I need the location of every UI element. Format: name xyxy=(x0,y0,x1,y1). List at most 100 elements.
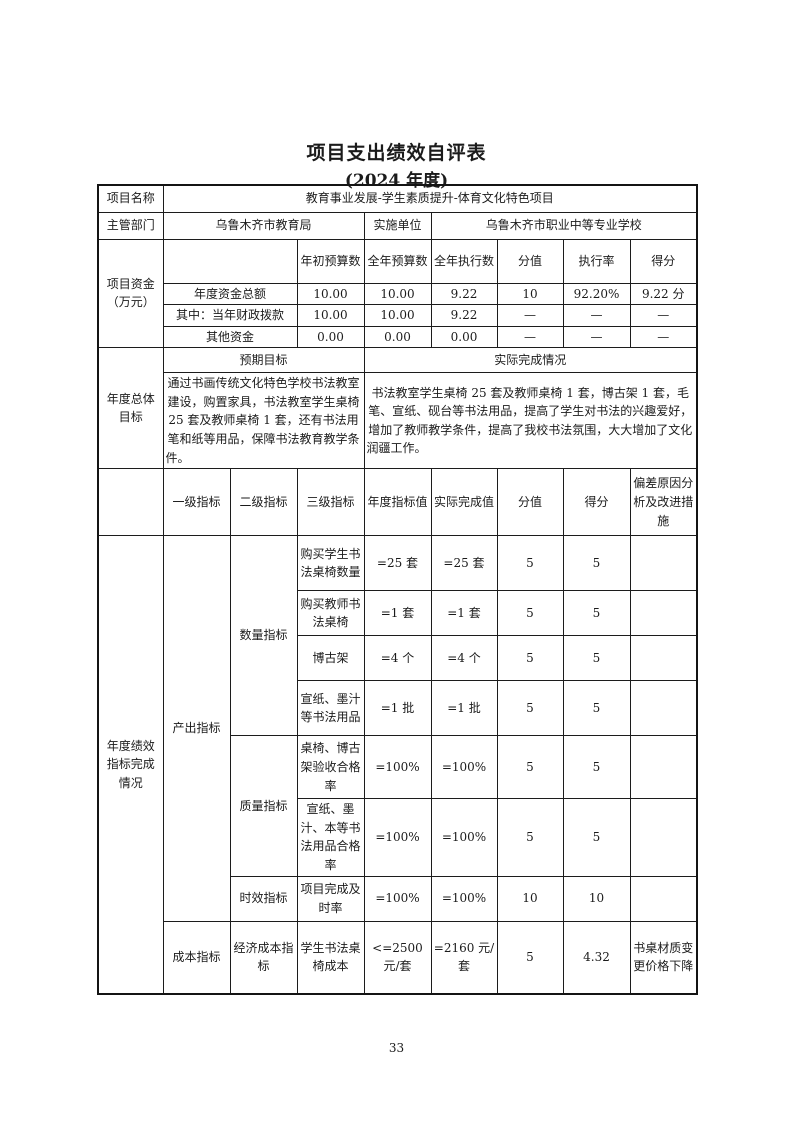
funding-value: 9.22 分 xyxy=(629,282,698,306)
indicator-col-level3: 三级指标 xyxy=(296,468,365,537)
target-value-cell: =100% xyxy=(363,875,432,922)
impl-unit-value: 乌鲁木齐市职业中等专业学校 xyxy=(430,211,698,240)
target-value-cell: =1 批 xyxy=(363,680,432,737)
deviation-cell xyxy=(629,875,698,922)
funding-value: — xyxy=(496,325,564,349)
indicator-col-actual: 实际完成值 xyxy=(430,468,498,537)
indicator-name-cell: 项目完成及时率 xyxy=(296,875,365,922)
funding-value: 9.22 xyxy=(430,304,498,327)
funding-blank-cell xyxy=(162,238,298,284)
indicator-header-row: 一级指标 二级指标 三级指标 年度指标值 实际完成值 分值 得分 偏差原因分析及… xyxy=(97,468,698,537)
goal-actual-text: 书法教室学生桌椅 25 套及教师桌椅 1 套，博古架 1 套，毛笔、宣纸、砚台等… xyxy=(363,372,698,470)
funding-value: — xyxy=(562,325,631,349)
level1-cost-cell: 成本指标 xyxy=(162,920,231,995)
level2-economic-cost-cell: 经济成本指标 xyxy=(229,920,298,995)
points-cell: 5 xyxy=(496,535,564,592)
actual-value-cell: =4 个 xyxy=(430,635,498,682)
points-cell: 5 xyxy=(496,735,564,800)
score-cell: 5 xyxy=(562,798,631,877)
score-cell: 4.32 xyxy=(562,920,631,995)
indicator-name-cell: 宣纸、墨汁、本等书法用品合格率 xyxy=(296,798,365,877)
indicator-row: 博古架 =4 个 =4 个 5 5 xyxy=(98,635,698,682)
goal-content-row: 通过书画传统文化特色学校书法教室建设，购置家具，书法教室学生桌椅 25 套及教师… xyxy=(98,372,698,470)
funding-value: 10.00 xyxy=(363,282,432,306)
points-cell: 5 xyxy=(496,680,564,737)
actual-value-cell: =2160 元/套 xyxy=(430,920,498,995)
target-value-cell: =25 套 xyxy=(363,535,432,592)
indicator-section-label: 年度绩效指标完成情况 xyxy=(97,535,164,995)
goal-expected-text: 通过书画传统文化特色学校书法教室建设，购置家具，书法教室学生桌椅 25 套及教师… xyxy=(162,372,365,470)
target-value-cell: =4 个 xyxy=(363,635,432,682)
points-cell: 5 xyxy=(496,798,564,877)
indicator-row: 年度绩效指标完成情况 产出指标 数量指标 购买学生书法桌椅数量 =25 套 =2… xyxy=(97,535,698,995)
score-cell: 10 xyxy=(562,875,631,922)
actual-value-cell: =1 批 xyxy=(430,680,498,737)
goal-actual-header: 实际完成情况 xyxy=(363,347,698,374)
goal-section-label: 年度总体目标 xyxy=(97,347,164,470)
score-cell: 5 xyxy=(562,735,631,800)
funding-value: 10.00 xyxy=(363,304,432,327)
score-cell: 5 xyxy=(562,635,631,682)
goal-header-row: 年度总体目标 预期目标 实际完成情况 xyxy=(97,347,698,470)
indicator-row: 成本指标 经济成本指标 学生书法桌椅成本 <=2500 元/套 =2160 元/… xyxy=(98,920,698,995)
funding-row-label: 其他资金 xyxy=(162,325,298,349)
funding-value: 0.00 xyxy=(430,325,498,349)
funding-row-other: 其他资金 0.00 0.00 0.00 — — — xyxy=(98,325,698,349)
target-value-cell: =100% xyxy=(363,735,432,800)
funding-col-score: 得分 xyxy=(629,238,698,284)
funding-value: 9.22 xyxy=(430,282,498,306)
project-name-row: 项目名称 教育事业发展-学生素质提升-体育文化特色项目 xyxy=(97,184,698,213)
self-evaluation-table: 项目名称 教育事业发展-学生素质提升-体育文化特色项目 主管部门 乌鲁木齐市教育… xyxy=(97,184,698,996)
score-cell: 5 xyxy=(562,535,631,592)
indicator-name-cell: 购买学生书法桌椅数量 xyxy=(296,535,365,592)
funding-value: — xyxy=(562,304,631,327)
deviation-cell xyxy=(629,635,698,682)
points-cell: 5 xyxy=(496,920,564,995)
funding-row-fiscal: 其中：当年财政拨款 10.00 10.00 9.22 — — — xyxy=(98,304,698,327)
indicator-row: 质量指标 桌椅、博古架验收合格率 =100% =100% 5 5 xyxy=(98,735,698,877)
indicator-blank-cell xyxy=(97,468,164,537)
funding-value: 0.00 xyxy=(296,325,365,349)
target-value-cell: <=2500 元/套 xyxy=(363,920,432,995)
score-cell: 5 xyxy=(562,590,631,637)
funding-value: 10 xyxy=(496,282,564,306)
indicator-row: 宣纸、墨汁等书法用品 =1 批 =1 批 5 5 xyxy=(98,680,698,737)
funding-col-annual-budget: 全年预算数 xyxy=(363,238,432,284)
funding-row-label: 年度资金总额 xyxy=(162,282,298,306)
deviation-cell xyxy=(629,798,698,877)
indicator-name-cell: 宣纸、墨汁等书法用品 xyxy=(296,680,365,737)
indicator-col-deviation: 偏差原因分析及改进措施 xyxy=(629,468,698,537)
level2-quality-cell: 质量指标 xyxy=(229,735,298,877)
level2-quantity-cell: 数量指标 xyxy=(229,535,298,737)
target-value-cell: =1 套 xyxy=(363,590,432,637)
points-cell: 5 xyxy=(496,635,564,682)
impl-unit-label: 实施单位 xyxy=(363,211,432,240)
funding-value: — xyxy=(496,304,564,327)
funding-value: 10.00 xyxy=(296,282,365,306)
points-cell: 10 xyxy=(496,875,564,922)
funding-col-execution-rate: 执行率 xyxy=(562,238,631,284)
actual-value-cell: =1 套 xyxy=(430,590,498,637)
actual-value-cell: =100% xyxy=(430,875,498,922)
funding-row-label: 其中：当年财政拨款 xyxy=(162,304,298,327)
level1-output-cell: 产出指标 xyxy=(162,535,231,922)
level2-timeliness-cell: 时效指标 xyxy=(229,875,298,922)
page-number: 33 xyxy=(388,1041,405,1055)
deviation-cell xyxy=(629,590,698,637)
project-name-label: 项目名称 xyxy=(97,184,164,213)
deviation-cell xyxy=(629,535,698,592)
indicator-col-target: 年度指标值 xyxy=(363,468,432,537)
actual-value-cell: =25 套 xyxy=(430,535,498,592)
funding-col-initial-budget: 年初预算数 xyxy=(296,238,365,284)
indicator-row: 时效指标 项目完成及时率 =100% =100% 10 10 xyxy=(98,875,698,922)
funding-value: — xyxy=(629,304,698,327)
funding-col-points: 分值 xyxy=(496,238,564,284)
indicator-col-level2: 二级指标 xyxy=(229,468,298,537)
indicator-name-cell: 购买教师书法桌椅 xyxy=(296,590,365,637)
score-cell: 5 xyxy=(562,680,631,737)
funding-value: — xyxy=(629,325,698,349)
dept-label: 主管部门 xyxy=(97,211,164,240)
actual-value-cell: =100% xyxy=(430,735,498,800)
indicator-col-level1: 一级指标 xyxy=(162,468,231,537)
